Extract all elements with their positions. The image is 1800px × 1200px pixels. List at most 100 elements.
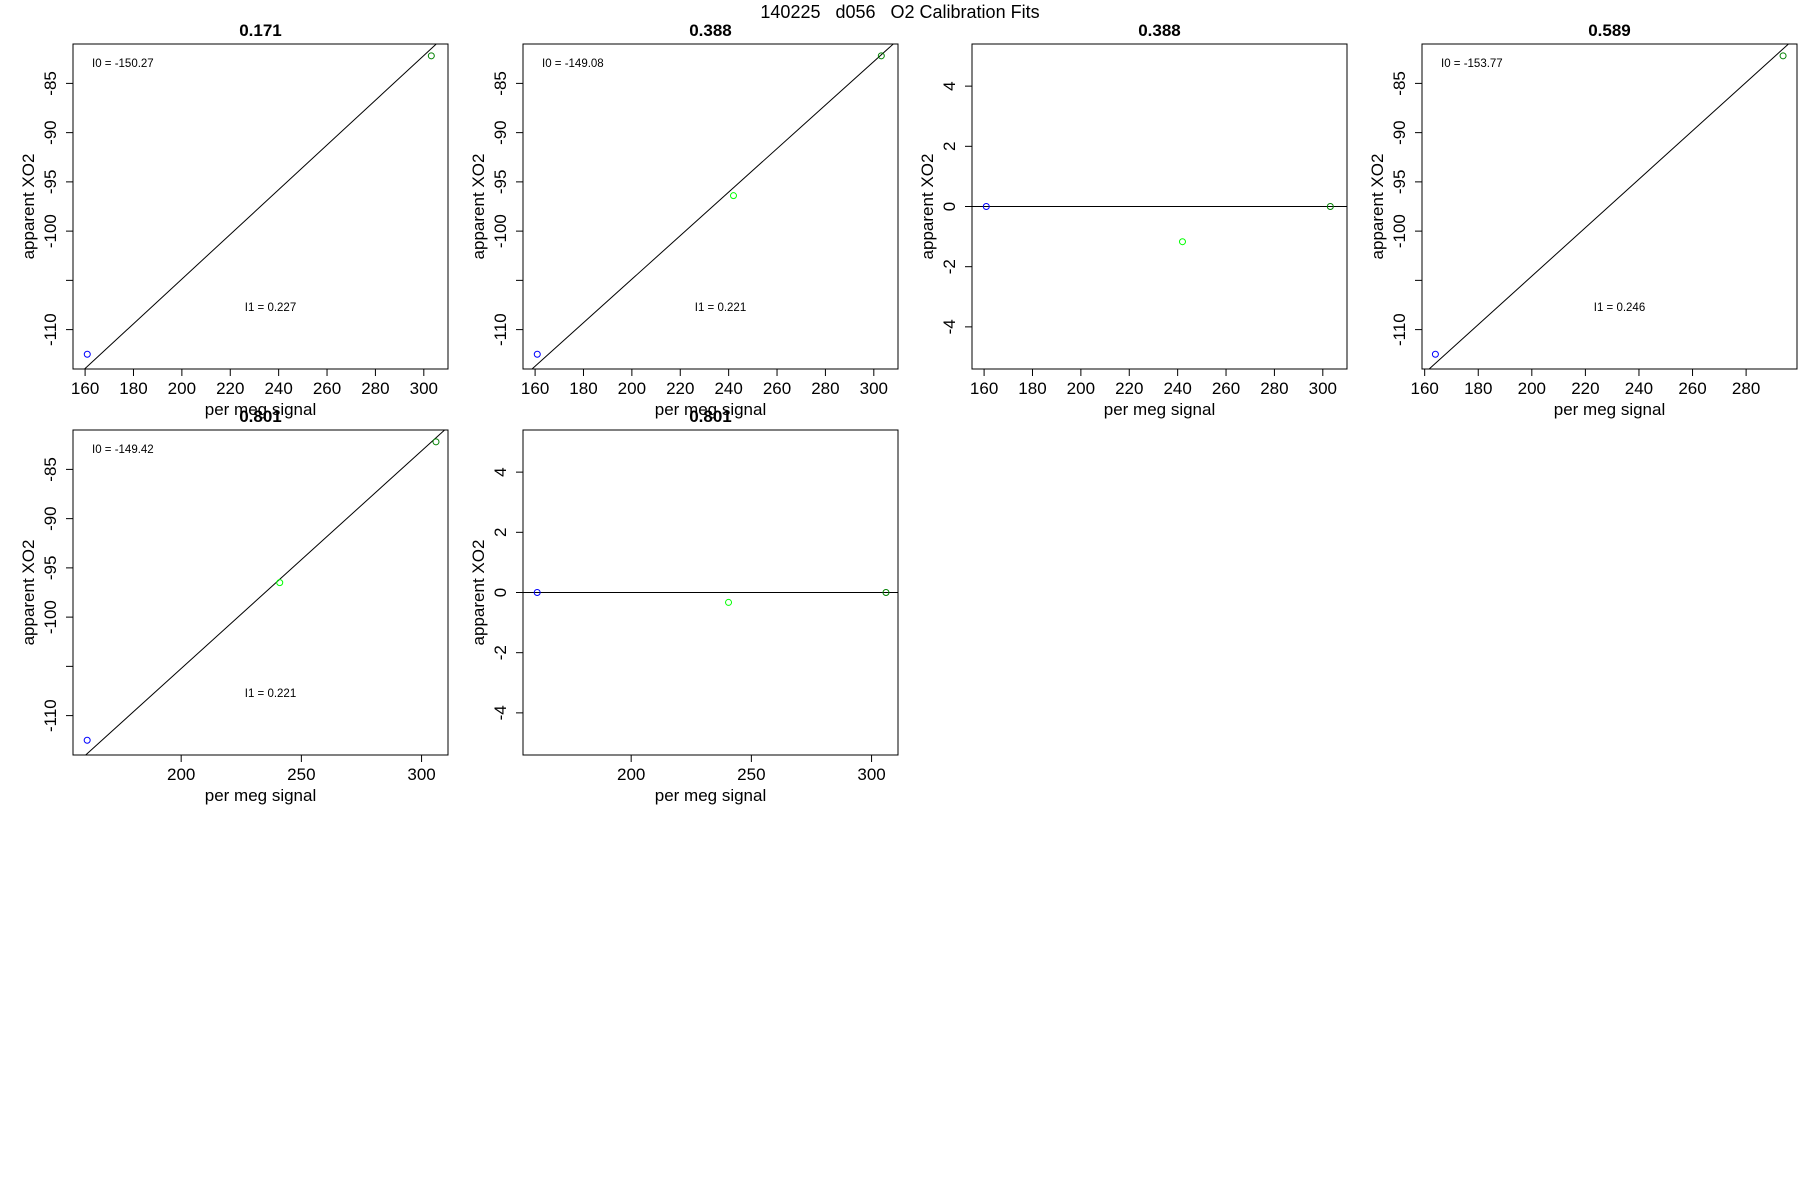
data-point	[533, 350, 541, 358]
y-tick-label: 4	[491, 467, 510, 476]
y-tick-label: 0	[491, 588, 510, 597]
chart-panel: 0.801 200 250 300 -4 -2 0 2 4 per meg signal appar…	[469, 407, 899, 805]
y-tick-label: -90	[41, 506, 60, 531]
slope-annotation: I1 = 0.221	[695, 302, 746, 314]
x-tick-label: 220	[216, 379, 244, 398]
y-tick-label: 4	[940, 81, 959, 90]
y-tick-label: 2	[940, 142, 959, 151]
x-tick-label: 280	[1732, 379, 1760, 398]
chart-panel: 0.388 160 180 200 220 240 260 280 300 -110 -100 -95…	[469, 21, 899, 419]
plot-frame	[1421, 43, 1798, 370]
intercept-annotation: I0 = -149.08	[542, 58, 604, 70]
x-tick-label: 160	[521, 379, 549, 398]
data-point	[729, 192, 737, 200]
x-tick-label: 300	[857, 765, 885, 784]
fit-line	[1428, 44, 1790, 369]
y-axis-label: apparent XO2	[469, 540, 488, 646]
x-tick-label: 240	[1163, 379, 1191, 398]
y-axis-label: apparent XO2	[19, 540, 38, 646]
x-tick-label: 280	[1260, 379, 1288, 398]
x-tick-label: 260	[1678, 379, 1706, 398]
data-point	[427, 52, 435, 60]
x-tick-label: 200	[1518, 379, 1546, 398]
x-axis-label: per meg signal	[1554, 400, 1666, 419]
x-axis-label: per meg signal	[205, 786, 317, 805]
plot-frame	[72, 43, 449, 370]
x-tick-label: 260	[1212, 379, 1240, 398]
y-tick-label: 2	[491, 528, 510, 537]
x-tick-label: 200	[167, 765, 195, 784]
page-title: 140225 d056 O2 Calibration Fits	[760, 2, 1039, 22]
y-tick-label: -90	[491, 120, 510, 145]
data-point	[882, 589, 890, 596]
data-point	[982, 203, 990, 210]
y-tick-label: -95	[41, 556, 60, 581]
x-tick-label: 240	[1625, 379, 1653, 398]
fit-line	[84, 430, 446, 755]
x-tick-label: 160	[970, 379, 998, 398]
x-tick-label: 300	[860, 379, 888, 398]
data-point	[1431, 350, 1439, 358]
y-tick-label: -100	[491, 214, 510, 248]
x-axis-label: per meg signal	[655, 786, 767, 805]
y-tick-label: -95	[1390, 170, 1409, 195]
y-tick-label: -100	[41, 214, 60, 248]
data-point	[1178, 238, 1186, 246]
y-tick-label: 0	[940, 202, 959, 211]
x-tick-label: 250	[737, 765, 765, 784]
chart-panel: 0.171 160 180 200 220 240 260 280 300 -110 -100 -95…	[19, 21, 449, 419]
x-tick-label: 220	[1115, 379, 1143, 398]
y-tick-label: -2	[491, 645, 510, 660]
y-tick-label: -85	[41, 457, 60, 482]
slope-annotation: I1 = 0.227	[245, 302, 296, 314]
y-tick-label: -100	[1390, 214, 1409, 248]
y-tick-label: -4	[491, 705, 510, 720]
x-tick-label: 260	[763, 379, 791, 398]
data-point	[1326, 203, 1334, 210]
y-axis-label: apparent XO2	[469, 154, 488, 260]
data-point	[432, 438, 440, 446]
x-tick-label: 180	[569, 379, 597, 398]
x-tick-label: 160	[1410, 379, 1438, 398]
y-tick-label: -110	[41, 699, 60, 732]
y-tick-label: -110	[491, 313, 510, 346]
x-tick-label: 200	[617, 765, 645, 784]
y-tick-label: -110	[41, 313, 60, 346]
intercept-annotation: I0 = -150.27	[92, 58, 154, 70]
x-tick-label: 280	[361, 379, 389, 398]
intercept-annotation: I0 = -153.77	[1441, 58, 1503, 70]
x-tick-label: 300	[407, 765, 435, 784]
chart-panel: 0.589 160 180 200 220 240 260 280 -110 -100 -95 -90…	[1368, 21, 1798, 419]
panel-title: 0.589	[1588, 21, 1631, 40]
data-point	[533, 589, 541, 596]
chart-panel: 0.388 160 180 200 220 240 260 280 300 -4 -2 0 2 4 per …	[918, 21, 1348, 419]
x-tick-label: 250	[287, 765, 315, 784]
x-axis-label: per meg signal	[205, 400, 317, 419]
x-tick-label: 200	[1067, 379, 1095, 398]
x-axis-label: per meg signal	[655, 400, 767, 419]
plot-frame	[522, 43, 899, 370]
y-tick-label: -100	[41, 600, 60, 634]
y-axis-label: apparent XO2	[1368, 154, 1387, 260]
y-axis-label: apparent XO2	[918, 154, 937, 260]
x-tick-label: 300	[410, 379, 438, 398]
data-point	[83, 350, 91, 358]
panel-title: 0.388	[689, 21, 732, 40]
slope-annotation: I1 = 0.221	[245, 688, 296, 700]
y-tick-label: -2	[940, 259, 959, 274]
y-tick-label: -85	[1390, 71, 1409, 96]
panel-title: 0.801	[689, 407, 732, 426]
y-tick-label: -85	[491, 71, 510, 96]
x-tick-label: 200	[618, 379, 646, 398]
x-tick-label: 300	[1309, 379, 1337, 398]
x-tick-label: 240	[714, 379, 742, 398]
x-tick-label: 200	[168, 379, 196, 398]
fit-line	[83, 44, 438, 369]
panel-title: 0.388	[1138, 21, 1181, 40]
y-tick-label: -110	[1390, 313, 1409, 346]
x-tick-label: 280	[811, 379, 839, 398]
panel-title: 0.801	[239, 407, 282, 426]
chart-panel: 0.801 200 250 300 -110 -100 -95 -90 -85 per meg s…	[19, 407, 449, 805]
